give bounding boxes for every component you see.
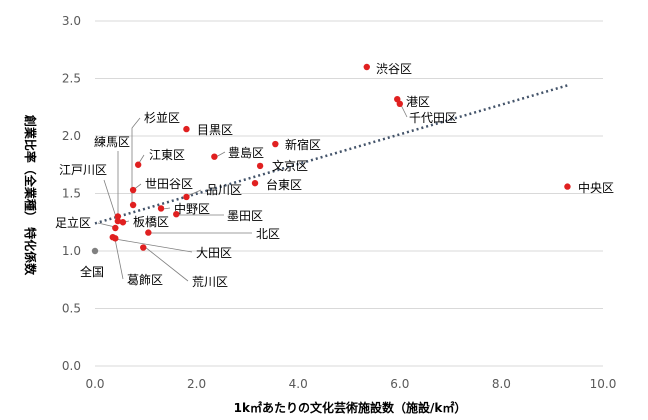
data-point [256,162,264,170]
point-label: 新宿区 [285,137,321,152]
point-label: 世田谷区 [145,177,193,191]
data-point [114,217,122,225]
x-tick-label: 10.0 [590,377,617,391]
data-point [183,193,190,201]
point-label: 千代田区 [409,111,457,125]
data-point [272,140,279,148]
data-point [112,224,119,232]
data-point [134,161,142,168]
point-label: 練馬区 [94,135,130,149]
point-label: 北区 [256,227,280,241]
point-label: 文京区 [272,158,308,173]
point-label: 渋谷区 [376,62,412,76]
data-point [145,229,152,236]
point-label: 品川区 [206,183,242,197]
x-tick-label: 4.0 [289,377,308,391]
point-label: 板橋区 [133,215,169,229]
x-tick-label: 2.0 [187,377,206,391]
y-tick-label: 2.5 [62,72,81,86]
point-label: 足立区 [55,215,91,230]
point-label: 杉並区 [144,111,180,125]
point-label: 葛飾区 [127,273,163,287]
y-tick-label: 3.0 [62,14,81,28]
point-label: 豊島区 [228,145,264,160]
y-axis-title: 創業比率（全業種） 特化係数 [23,114,38,276]
point-label: 全国 [80,264,104,279]
point-label: 大田区 [196,246,232,260]
data-point [129,201,137,209]
point-label: 中野区 [174,201,210,216]
point-label: 中央区 [578,180,614,195]
data-point [251,179,259,187]
data-point [91,247,99,255]
data-point [140,244,147,251]
leader-line [112,236,124,280]
point-label: 墨田区 [227,209,263,223]
data-point [173,211,180,218]
data-point [114,213,122,220]
data-point [211,153,218,160]
trendline [94,84,568,225]
data-point [129,186,137,194]
data-point [183,125,190,133]
x-axis-title: 1k㎡あたりの文化芸術施設数（施設/k㎡） [234,400,467,415]
y-tick-label: 2.0 [62,129,81,143]
point-label: 台東区 [266,177,302,192]
data-point [394,96,401,103]
x-tick-label: 6.0 [390,377,409,391]
data-point [157,205,165,212]
leader-line [114,238,193,253]
data-point [109,234,116,241]
point-label: 荒川区 [192,275,228,289]
y-tick-label: 0.0 [62,359,81,373]
data-point [119,219,127,226]
y-tick-label: 1.5 [62,187,81,201]
data-point [363,63,370,71]
y-tick-label: 1.0 [62,244,81,258]
point-label: 目黒区 [197,123,233,137]
point-label: 江東区 [149,148,185,162]
x-tick-label: 8.0 [492,377,511,391]
x-tick-label: 0.0 [85,377,104,391]
data-point [564,183,571,190]
point-label: 江戸川区 [59,163,107,177]
y-tick-label: 0.5 [62,302,81,316]
point-label: 港区 [406,95,430,109]
